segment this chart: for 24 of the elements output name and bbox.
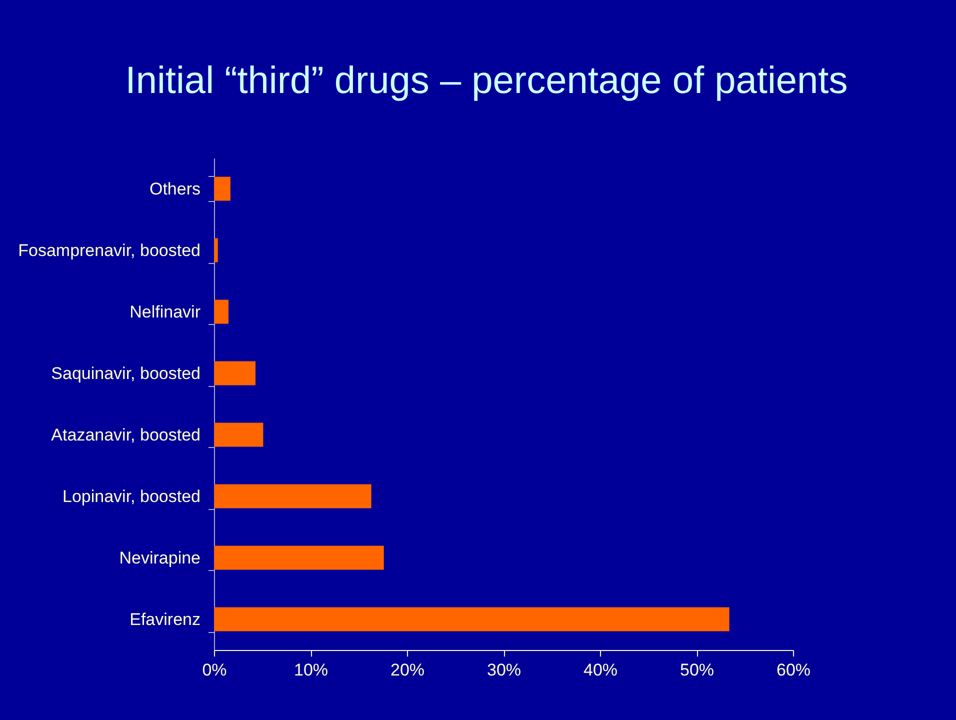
y-tick-label: Nevirapine [119,548,200,568]
x-tick-label: 10% [294,660,328,680]
bar [214,484,372,508]
bar [214,607,730,632]
y-tick-label: Atazanavir, boosted [51,425,200,444]
bar [214,300,228,324]
x-tick-label: 0% [202,660,227,680]
x-tick-label: 30% [486,660,522,680]
bar [214,176,230,201]
x-tick-label: 50% [680,660,714,680]
y-tick-label: Efavirenz [130,610,200,629]
x-tick-label: 60% [776,660,811,680]
x-tick-label: 40% [583,660,618,680]
bar [214,546,384,570]
y-tick-label: Others [149,179,200,198]
bar [214,361,256,386]
bar [214,238,218,262]
bar [214,422,264,447]
y-tick-label: Nelfinavir [130,302,201,322]
x-tick-label: 20% [390,660,425,680]
chart-title: Initial “third” drugs – percentage of patients [125,60,848,102]
y-tick-label: Fosamprenavir, boosted [18,240,200,260]
y-tick-label: Saquinavir, boosted [51,364,200,383]
y-tick-label: Lopinavir, boosted [62,486,200,506]
